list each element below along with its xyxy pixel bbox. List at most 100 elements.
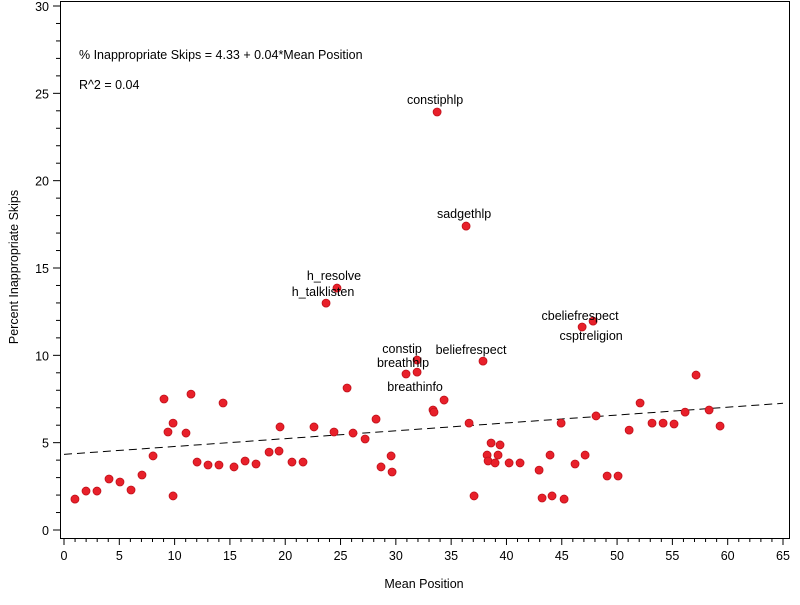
- data-point: [321, 298, 331, 308]
- data-point: [537, 493, 547, 503]
- data-point: [635, 398, 645, 408]
- r-squared: R^2 = 0.04: [79, 78, 139, 92]
- data-point: [647, 418, 657, 428]
- data-point: [588, 316, 598, 326]
- data-point: [580, 450, 590, 460]
- y-tick-label: 0: [42, 524, 49, 538]
- data-point: [658, 418, 668, 428]
- data-point: [387, 467, 397, 477]
- x-tick-label: 30: [389, 549, 403, 563]
- data-point: [559, 494, 569, 504]
- data-point: [490, 458, 500, 468]
- data-point: [715, 421, 725, 431]
- data-point: [376, 462, 386, 472]
- data-point: [432, 107, 442, 117]
- data-point: [570, 459, 580, 469]
- data-point: [439, 395, 449, 405]
- data-point: [192, 457, 202, 467]
- point-label: constiphlp: [407, 93, 463, 107]
- data-point: [70, 494, 80, 504]
- data-point: [298, 457, 308, 467]
- data-point: [429, 407, 439, 417]
- regression-line: [63, 402, 784, 455]
- data-point: [591, 411, 601, 421]
- data-point: [602, 471, 612, 481]
- data-point: [386, 451, 396, 461]
- data-point: [464, 418, 474, 428]
- point-label: csptreligion: [560, 329, 623, 343]
- x-tick-label: 60: [721, 549, 735, 563]
- data-point: [495, 440, 505, 450]
- x-tick-label: 35: [444, 549, 458, 563]
- y-tick-label: 30: [35, 0, 49, 14]
- data-point: [493, 450, 503, 460]
- data-point: [274, 446, 284, 456]
- plot-frame: [60, 1, 790, 539]
- y-axis-label: Percent Inappropriate Skips: [7, 190, 21, 344]
- x-axis-label: Mean Position: [384, 577, 463, 591]
- point-label: h_resolve: [307, 269, 361, 283]
- data-point: [137, 470, 147, 480]
- data-point: [556, 418, 566, 428]
- data-point: [92, 486, 102, 496]
- point-label: constip: [382, 342, 422, 356]
- regression-equation: % Inappropriate Skips = 4.33 + 0.04*Mean…: [79, 48, 363, 62]
- data-point: [126, 485, 136, 495]
- x-tick-label: 55: [665, 549, 679, 563]
- data-point: [669, 419, 679, 429]
- x-tick-label: 20: [278, 549, 292, 563]
- y-tick-label: 5: [42, 437, 49, 451]
- data-point: [547, 491, 557, 501]
- data-point: [624, 425, 634, 435]
- data-point: [251, 459, 261, 469]
- x-tick-label: 10: [168, 549, 182, 563]
- data-point: [515, 458, 525, 468]
- data-point: [229, 462, 239, 472]
- data-point: [577, 322, 587, 332]
- x-tick-label: 25: [334, 549, 348, 563]
- point-label: breathhlp: [377, 356, 429, 370]
- data-point: [534, 465, 544, 475]
- point-label: cbeliefrespect: [542, 309, 620, 323]
- data-point: [691, 370, 701, 380]
- y-tick-label: 25: [35, 87, 49, 101]
- data-point: [469, 491, 479, 501]
- y-tick-label: 10: [35, 349, 49, 363]
- data-point: [275, 422, 285, 432]
- data-point: [168, 491, 178, 501]
- data-point: [240, 456, 250, 466]
- point-label: sadgethlp: [437, 207, 491, 221]
- data-point: [486, 438, 496, 448]
- data-point: [332, 283, 342, 293]
- data-point: [218, 398, 228, 408]
- data-point: [148, 451, 158, 461]
- data-point: [371, 414, 381, 424]
- data-point: [181, 428, 191, 438]
- data-point: [329, 427, 339, 437]
- data-point: [412, 367, 422, 377]
- point-label: h_talklisten: [292, 285, 355, 299]
- data-point: [401, 369, 411, 379]
- data-point: [168, 418, 178, 428]
- data-point: [264, 447, 274, 457]
- data-point: [613, 471, 623, 481]
- data-point: [504, 458, 514, 468]
- x-tick-label: 5: [116, 549, 123, 563]
- x-tick-label: 50: [610, 549, 624, 563]
- data-point: [115, 477, 125, 487]
- data-point: [214, 460, 224, 470]
- data-point: [104, 474, 114, 484]
- data-point: [412, 355, 422, 365]
- data-point: [159, 394, 169, 404]
- data-point: [348, 428, 358, 438]
- data-point: [186, 389, 196, 399]
- data-point: [680, 407, 690, 417]
- x-tick-label: 0: [61, 549, 68, 563]
- data-point: [287, 457, 297, 467]
- y-tick-label: 15: [35, 262, 49, 276]
- point-label: breathinfo: [387, 380, 443, 394]
- data-point: [203, 460, 213, 470]
- data-point: [545, 450, 555, 460]
- x-tick-label: 15: [223, 549, 237, 563]
